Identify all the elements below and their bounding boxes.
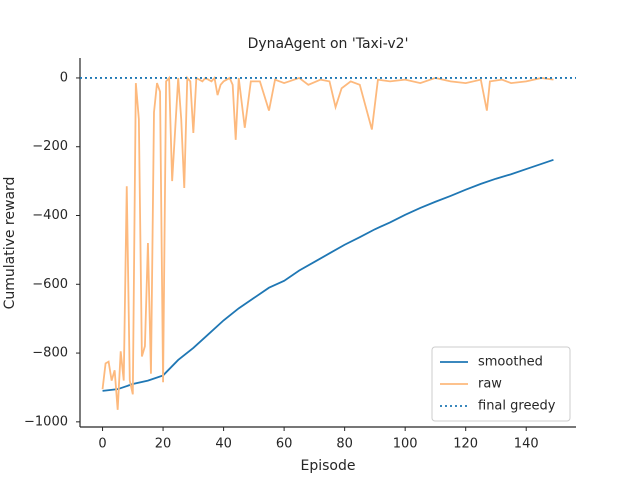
y-tick-label: −200	[32, 139, 68, 154]
legend-label: smoothed	[478, 355, 543, 370]
y-tick-label: −800	[32, 346, 68, 361]
x-tick-label: 0	[98, 437, 106, 452]
x-tick-label: 60	[276, 437, 293, 452]
series-line	[101, 75, 554, 410]
x-tick-label: 40	[215, 437, 232, 452]
x-tick-label: 140	[514, 437, 539, 452]
legend-label: raw	[478, 377, 502, 392]
y-axis-label: Cumulative reward	[2, 177, 18, 310]
x-tick-label: 20	[155, 437, 172, 452]
y-tick-label: −600	[32, 277, 68, 292]
legend-box	[431, 346, 571, 422]
y-tick-label: −400	[32, 208, 68, 223]
legend: smoothed raw final greedy	[431, 346, 571, 422]
legend-label: final greedy	[478, 399, 556, 414]
y-tick-label: 0	[60, 70, 68, 85]
y-tick-label: −1000	[24, 414, 68, 429]
chart-title: DynaAgent on 'Taxi-v2'	[248, 36, 409, 52]
series-line	[102, 158, 554, 392]
x-tick-label: 100	[393, 437, 418, 452]
x-tick-label: 120	[453, 437, 478, 452]
x-axis-label: Episode	[301, 458, 356, 474]
x-tick-label: 80	[336, 437, 353, 452]
